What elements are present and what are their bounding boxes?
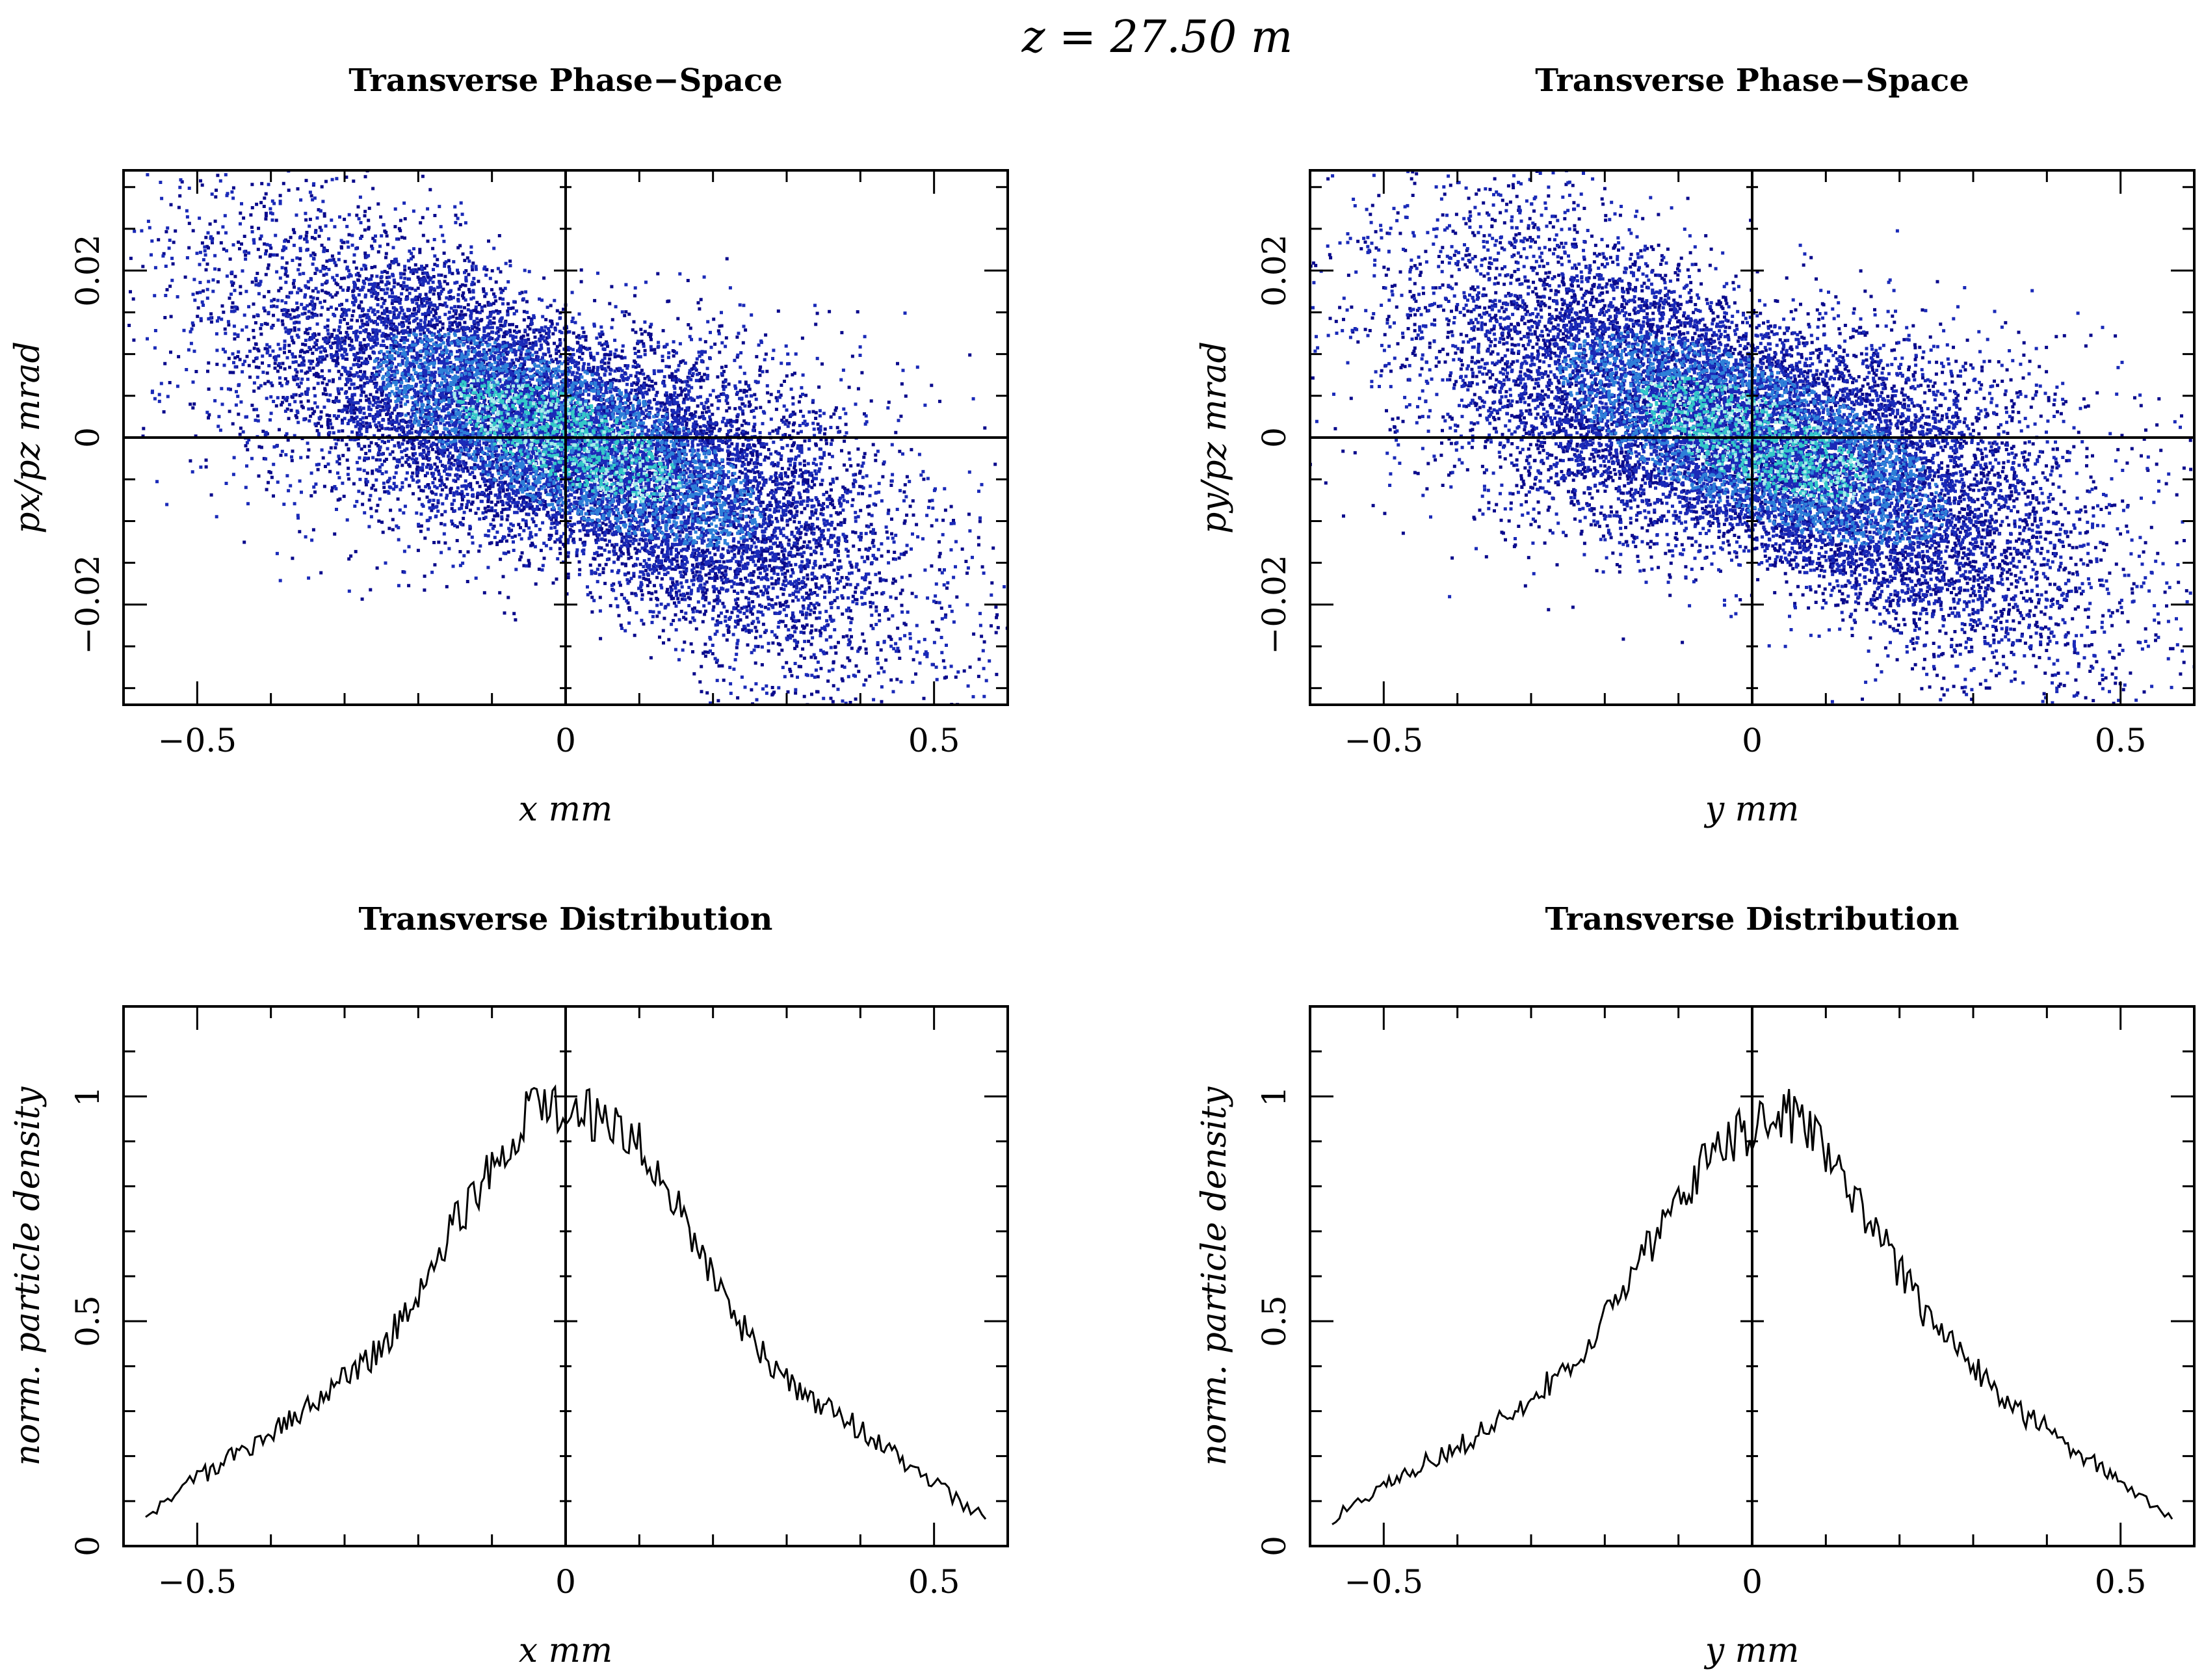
scatter-density-layer-0 bbox=[127, 170, 1008, 705]
x-tick-label: 0.5 bbox=[908, 1563, 960, 1601]
y-tick-label: 1 bbox=[69, 1086, 107, 1107]
scatter-points bbox=[127, 170, 1008, 705]
x-axis-label: x mm bbox=[519, 1631, 612, 1670]
x-tick-label: −0.5 bbox=[1345, 1563, 1423, 1601]
x-tick-label: 0.5 bbox=[2095, 1563, 2147, 1601]
scatter-density-layer-1 bbox=[1310, 170, 2194, 705]
chart-title: Transverse Phase−Space bbox=[348, 62, 783, 99]
ticks bbox=[1310, 1005, 2196, 1547]
y-axis-label: px/pz mrad bbox=[8, 341, 47, 534]
chart-title: Transverse Distribution bbox=[1545, 901, 1960, 938]
x-tick-label: 0.5 bbox=[2095, 722, 2147, 759]
x-axis-label: y mm bbox=[1704, 1631, 1800, 1670]
y-axis-label: norm. particle density bbox=[1195, 1086, 1234, 1466]
x-tick-label: 0.5 bbox=[908, 722, 960, 759]
y-axis-label: py/pz mrad bbox=[1195, 341, 1234, 534]
y-tick-label: 0.5 bbox=[69, 1295, 107, 1347]
scatter-density-layer-4 bbox=[453, 378, 682, 503]
y-tick-label: −0.02 bbox=[69, 555, 107, 654]
x-tick-label: −0.5 bbox=[158, 1563, 237, 1601]
y-tick-label: 0.02 bbox=[1255, 234, 1293, 306]
y-tick-label: 0 bbox=[69, 427, 107, 448]
scatter-density-layer-3 bbox=[1640, 376, 1868, 503]
x-tick-label: −0.5 bbox=[158, 722, 237, 759]
ticks bbox=[1310, 170, 2196, 705]
y-tick-label: 0 bbox=[1255, 1536, 1293, 1556]
x-axis-label: x mm bbox=[519, 790, 612, 829]
x-tick-label: 0 bbox=[1742, 722, 1763, 759]
figure-title: z = 27.50 m bbox=[1021, 12, 1293, 63]
chart-panel-1: Transverse Phase−Space −0.5 0 0.5 −0.02 0 0.02… bbox=[8, 62, 1009, 829]
x-tick-label: 0 bbox=[555, 722, 576, 759]
chart-panel-3: Transverse Distribution −0.5 0 0.5 0 0.5 1 x mm… bbox=[8, 901, 1009, 1670]
y-tick-label: 0.02 bbox=[69, 234, 107, 306]
y-tick-label: 0 bbox=[1255, 427, 1293, 448]
x-axis-label: y mm bbox=[1704, 790, 1800, 829]
chart-title: Transverse Distribution bbox=[359, 901, 773, 938]
ticks bbox=[124, 170, 1009, 705]
y-tick-label: 0.5 bbox=[1255, 1295, 1293, 1347]
scatter-points bbox=[1310, 170, 2194, 705]
y-tick-label: 0 bbox=[69, 1536, 107, 1556]
chart-panel-4: Transverse Distribution −0.5 0 0.5 0 0.5 1 y mm… bbox=[1195, 901, 2196, 1670]
x-tick-label: 0 bbox=[1742, 1563, 1763, 1601]
y-tick-label: −0.02 bbox=[1255, 555, 1293, 654]
ticks bbox=[124, 1005, 1009, 1547]
x-tick-label: −0.5 bbox=[1345, 722, 1423, 759]
y-tick-label: 1 bbox=[1255, 1086, 1293, 1107]
y-axis-label: norm. particle density bbox=[8, 1086, 47, 1466]
x-tick-label: 0 bbox=[555, 1563, 576, 1601]
scatter-density-layer-2 bbox=[373, 332, 763, 548]
chart-panel-2: Transverse Phase−Space −0.5 0 0.5 −0.02 0 0.02… bbox=[1195, 62, 2196, 829]
chart-title: Transverse Phase−Space bbox=[1535, 62, 1969, 99]
